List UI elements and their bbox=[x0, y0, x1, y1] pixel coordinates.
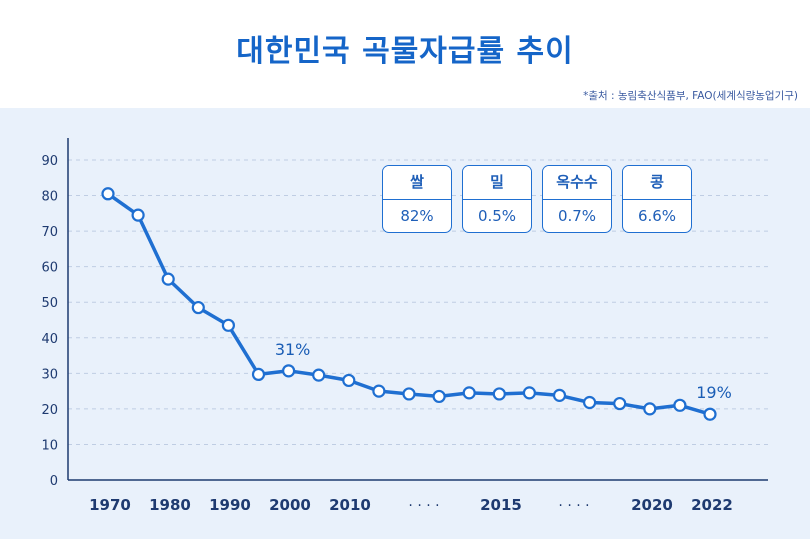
data-point bbox=[251, 367, 266, 381]
card-corn-label: 옥수수 bbox=[543, 166, 611, 200]
x-tick-label: 1990 bbox=[209, 496, 251, 514]
data-point bbox=[402, 387, 416, 401]
x-tick-label: · · · · bbox=[558, 498, 589, 514]
data-point bbox=[161, 272, 175, 286]
card-soybean-value: 6.6% bbox=[637, 207, 677, 225]
x-tick-label: 2010 bbox=[329, 496, 371, 514]
data-label: 31% bbox=[275, 340, 311, 359]
data-point bbox=[522, 386, 537, 400]
card-rice: 쌀 82% bbox=[382, 165, 452, 233]
y-tick-label: 60 bbox=[41, 261, 58, 276]
x-tick-label: 2020 bbox=[631, 496, 673, 514]
x-tick-label: · · · · bbox=[408, 498, 439, 514]
data-point bbox=[673, 398, 687, 412]
data-point bbox=[432, 389, 446, 404]
y-tick-label: 80 bbox=[41, 190, 58, 205]
data-point bbox=[131, 208, 145, 222]
data-point bbox=[552, 388, 567, 402]
card-soybean: 콩 6.6% bbox=[622, 165, 692, 233]
chart-title: 대한민국 곡물자급률 추이 bbox=[236, 34, 574, 69]
x-tick-label: 2015 bbox=[480, 496, 522, 514]
y-tick-label: 20 bbox=[41, 403, 58, 418]
data-point bbox=[703, 407, 717, 421]
y-tick-label: 40 bbox=[41, 332, 58, 347]
y-tick-label: 0 bbox=[50, 474, 58, 489]
card-soybean-label: 콩 bbox=[623, 166, 691, 200]
source-note: *출처 : 농림축산식품부, FAO(세계식량농업기구) bbox=[583, 90, 798, 102]
x-tick-label: 2000 bbox=[269, 496, 311, 514]
y-tick-label: 50 bbox=[41, 296, 58, 311]
card-rice-label: 쌀 bbox=[383, 166, 451, 200]
y-tick-label: 10 bbox=[41, 438, 58, 453]
card-wheat: 밀 0.5% bbox=[462, 165, 532, 233]
x-tick-label: 2022 bbox=[691, 496, 733, 514]
x-tick-label: 1970 bbox=[89, 496, 131, 514]
data-point bbox=[372, 384, 386, 398]
data-point bbox=[462, 386, 476, 400]
data-label: 19% bbox=[696, 383, 732, 402]
data-point bbox=[492, 387, 506, 401]
y-tick-label: 90 bbox=[41, 154, 58, 169]
data-point bbox=[101, 187, 115, 201]
data-point bbox=[582, 395, 597, 410]
card-corn-value: 0.7% bbox=[557, 207, 597, 225]
card-rice-value: 82% bbox=[400, 207, 434, 225]
y-tick-label: 70 bbox=[41, 225, 58, 240]
data-point bbox=[282, 364, 296, 378]
data-point bbox=[342, 373, 356, 388]
card-wheat-value: 0.5% bbox=[477, 207, 517, 225]
data-point bbox=[643, 402, 657, 416]
y-tick-label: 30 bbox=[41, 367, 58, 382]
data-point bbox=[312, 368, 326, 382]
x-tick-label: 1980 bbox=[149, 496, 191, 514]
data-point bbox=[191, 300, 205, 315]
card-wheat-label: 밀 bbox=[463, 166, 531, 200]
data-point bbox=[613, 396, 627, 411]
data-point bbox=[221, 318, 235, 332]
card-corn: 옥수수 0.7% bbox=[542, 165, 612, 233]
